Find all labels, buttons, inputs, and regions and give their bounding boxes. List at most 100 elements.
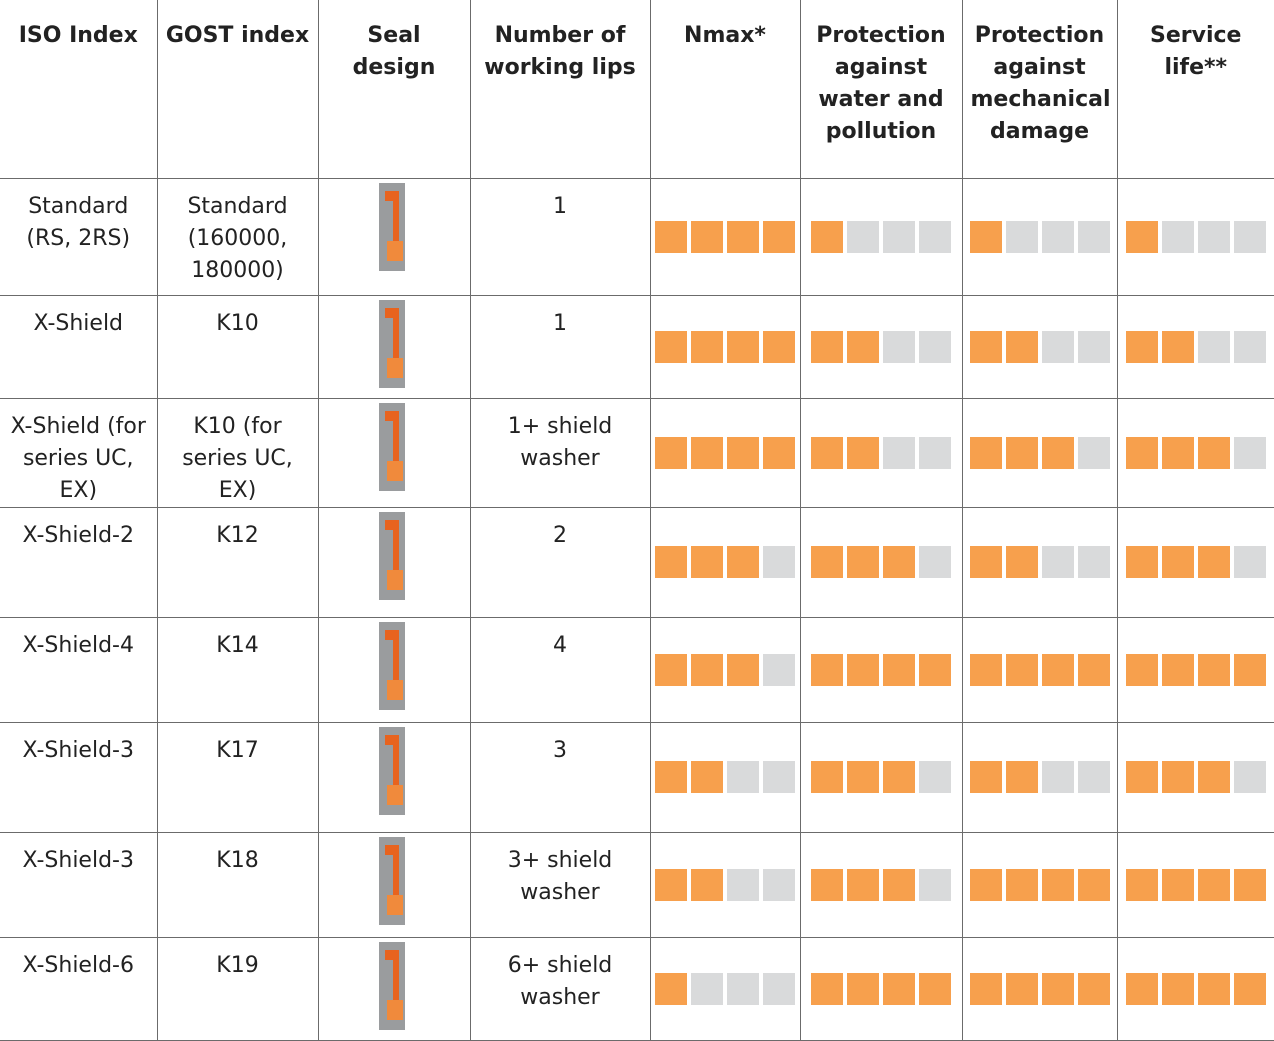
rating-square-empty xyxy=(1198,331,1230,363)
rating-bar xyxy=(963,437,1117,469)
gost-cell: K14 xyxy=(157,617,318,722)
rating-square-filled xyxy=(811,546,843,578)
iso-cell: X-Shield-6 xyxy=(0,937,157,1040)
rating-square-filled xyxy=(691,546,723,578)
rating-square-filled xyxy=(970,546,1002,578)
rating-square-filled xyxy=(970,331,1002,363)
rating-bar xyxy=(651,546,800,578)
rating-square-filled xyxy=(691,869,723,901)
rating-bar xyxy=(1118,546,1274,578)
seal-image xyxy=(369,512,419,600)
seal-image xyxy=(369,300,419,388)
header-cell: Nmax* xyxy=(650,0,800,178)
rating-square-empty xyxy=(1042,331,1074,363)
rating-square-filled xyxy=(919,654,951,686)
rating-square-filled xyxy=(1126,221,1158,253)
rating-bar xyxy=(801,654,962,686)
seal-image xyxy=(369,837,419,925)
gost-cell: K10 (for series UC, EX) xyxy=(157,398,318,507)
rating-square-filled xyxy=(970,437,1002,469)
lips-cell: 4 xyxy=(470,617,650,722)
seal-image xyxy=(369,942,419,1030)
rating-square-filled xyxy=(727,437,759,469)
rating-square-empty xyxy=(1198,221,1230,253)
rating-square-filled xyxy=(847,331,879,363)
rating-square-filled xyxy=(1234,973,1266,1005)
rating-cell xyxy=(800,722,962,832)
seal-cell xyxy=(318,178,470,295)
rating-square-filled xyxy=(1162,973,1194,1005)
rating-cell xyxy=(1117,722,1274,832)
rating-bar xyxy=(963,973,1117,1005)
seal-cell xyxy=(318,617,470,722)
rating-square-empty xyxy=(919,221,951,253)
rating-bar xyxy=(801,437,962,469)
rating-cell xyxy=(1117,507,1274,617)
rating-square-filled xyxy=(691,654,723,686)
iso-cell: X-Shield-3 xyxy=(0,722,157,832)
rating-square-empty xyxy=(883,437,915,469)
rating-square-filled xyxy=(691,437,723,469)
rating-square-filled xyxy=(847,546,879,578)
rating-square-empty xyxy=(919,761,951,793)
rating-square-filled xyxy=(655,331,687,363)
rating-cell xyxy=(962,178,1117,295)
rating-square-filled xyxy=(727,331,759,363)
rating-square-empty xyxy=(1078,761,1110,793)
rating-square-filled xyxy=(811,973,843,1005)
rating-cell xyxy=(650,722,800,832)
rating-square-filled xyxy=(1126,761,1158,793)
rating-square-filled xyxy=(1198,761,1230,793)
rating-bar xyxy=(963,761,1117,793)
rating-square-empty xyxy=(1162,221,1194,253)
rating-bar xyxy=(651,654,800,686)
rating-square-empty xyxy=(1042,221,1074,253)
seal-cell xyxy=(318,295,470,398)
rating-square-empty xyxy=(763,869,795,901)
rating-square-filled xyxy=(970,869,1002,901)
rating-cell xyxy=(1117,832,1274,937)
rating-square-filled xyxy=(1078,869,1110,901)
rating-cell xyxy=(800,295,962,398)
rating-square-empty xyxy=(1078,546,1110,578)
rating-square-filled xyxy=(655,221,687,253)
gost-cell: K17 xyxy=(157,722,318,832)
rating-square-empty xyxy=(883,221,915,253)
rating-square-filled xyxy=(883,761,915,793)
rating-square-filled xyxy=(1006,869,1038,901)
lips-cell: 2 xyxy=(470,507,650,617)
rating-square-filled xyxy=(1198,437,1230,469)
rating-square-filled xyxy=(1126,869,1158,901)
rating-cell xyxy=(962,398,1117,507)
seal-cell xyxy=(318,832,470,937)
lips-cell: 1 xyxy=(470,178,650,295)
rating-square-empty xyxy=(919,869,951,901)
rating-bar xyxy=(651,221,800,253)
seal-cell xyxy=(318,937,470,1040)
rating-square-filled xyxy=(811,654,843,686)
rating-cell xyxy=(650,617,800,722)
rating-square-filled xyxy=(1162,869,1194,901)
rating-cell xyxy=(1117,398,1274,507)
rating-square-empty xyxy=(763,761,795,793)
rating-square-filled xyxy=(1006,654,1038,686)
rating-bar xyxy=(963,546,1117,578)
iso-cell: X-Shield (for series UC, EX) xyxy=(0,398,157,507)
header-cell: Service life** xyxy=(1117,0,1274,178)
rating-cell xyxy=(800,398,962,507)
rating-square-filled xyxy=(847,437,879,469)
rating-bar xyxy=(963,869,1117,901)
rating-square-filled xyxy=(763,437,795,469)
rating-square-filled xyxy=(655,654,687,686)
rating-square-filled xyxy=(1042,437,1074,469)
rating-cell xyxy=(650,832,800,937)
seal-image xyxy=(369,403,419,491)
rating-square-filled xyxy=(691,331,723,363)
rating-square-empty xyxy=(763,654,795,686)
rating-square-empty xyxy=(919,437,951,469)
